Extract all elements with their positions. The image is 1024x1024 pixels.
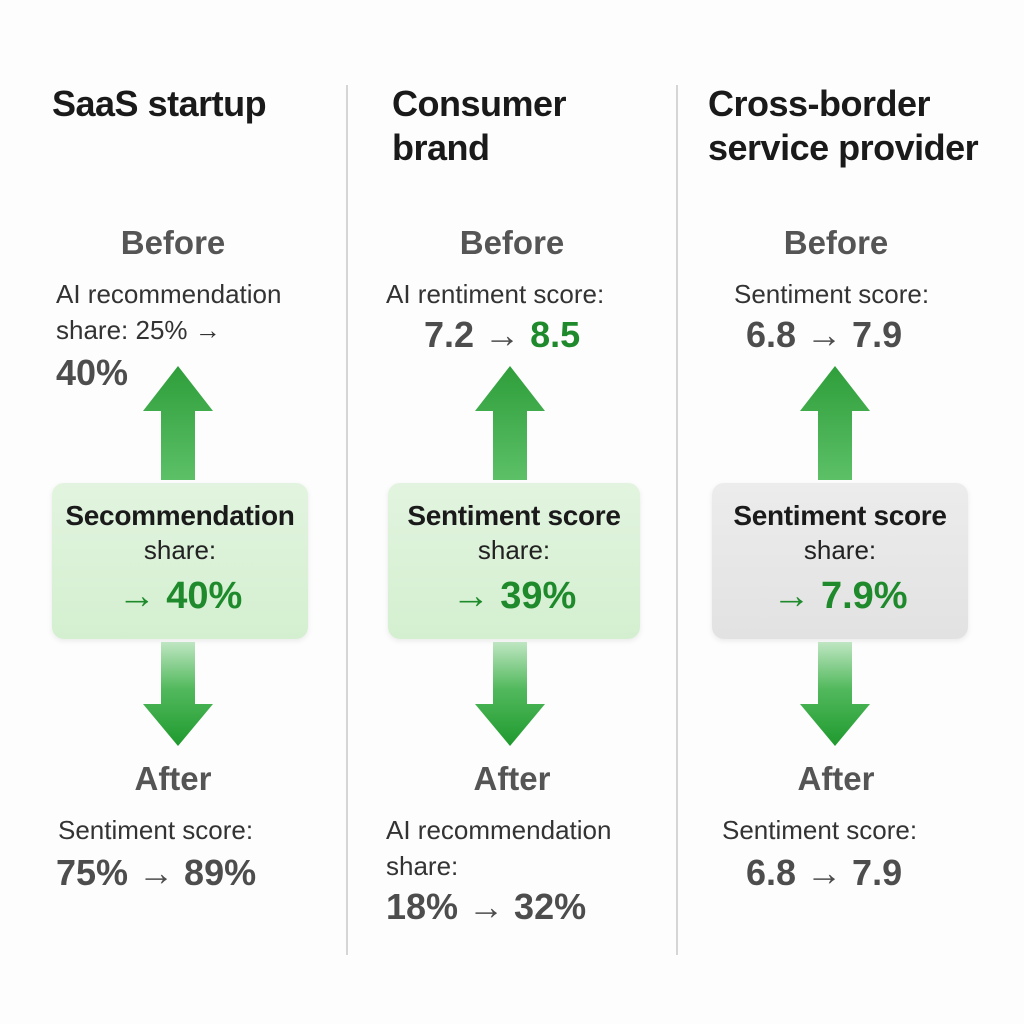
before-label: Before bbox=[120, 224, 226, 261]
before-metric-number: 6.8 → 7.9 bbox=[746, 314, 903, 355]
column-saas-startup: SaaS startup Before AI recommendation sh… bbox=[0, 0, 346, 1024]
after-metric-value: 18% → 32% bbox=[386, 886, 587, 927]
after-metric-label: Sentiment score: bbox=[58, 815, 254, 845]
before-metric-number: 40% bbox=[56, 352, 129, 393]
arrow-up-icon bbox=[143, 366, 213, 480]
arrow-up-icon bbox=[800, 366, 870, 480]
metric-card: Sentiment score share: → 39% bbox=[388, 483, 640, 639]
arrow-down-icon bbox=[475, 642, 545, 746]
after-metric-label: Sentiment score: bbox=[722, 815, 918, 845]
before-label: Before bbox=[783, 224, 889, 261]
card-subtitle: share: bbox=[803, 535, 877, 565]
before-label: Before bbox=[459, 224, 565, 261]
arrow-down-icon bbox=[143, 642, 213, 746]
column-cross-border-service-provider: Cross-border service provider Before Sen… bbox=[678, 0, 1024, 1024]
metric-card: Sentiment score share: → 7.9% bbox=[712, 483, 968, 639]
card-subtitle: share: bbox=[143, 535, 217, 565]
arrow-up-icon bbox=[475, 366, 545, 480]
metric-card: Secommendation share: → 40% bbox=[52, 483, 308, 639]
before-metric-label: AI rentiment score: bbox=[386, 279, 605, 309]
before-metric-value: 6.8 → 7.9 bbox=[746, 314, 902, 356]
card-title: Sentiment score bbox=[733, 500, 947, 531]
column-divider-1 bbox=[346, 85, 348, 955]
arrow-down-icon bbox=[800, 642, 870, 746]
before-metric-label: AI recommendation share: 25% → bbox=[56, 279, 282, 345]
before-metric-label: Sentiment score: bbox=[734, 279, 930, 309]
card-value: → 39% bbox=[451, 575, 577, 617]
column-title: SaaS startup bbox=[52, 83, 267, 124]
card-value: → 7.9% bbox=[772, 575, 908, 617]
card-subtitle: share: bbox=[477, 535, 551, 565]
after-metric-value: 6.8 → 7.9 bbox=[746, 852, 903, 893]
after-label: After bbox=[797, 760, 875, 797]
after-label: After bbox=[134, 760, 212, 797]
before-metric-value: 7.2 → 8.5 bbox=[424, 314, 580, 356]
after-metric-value: 75% → 89% bbox=[56, 852, 257, 893]
before-metric-number: 7.2 → bbox=[424, 314, 531, 355]
before-metric-highlight: 8.5 bbox=[530, 314, 581, 355]
column-title: Consumer brand bbox=[392, 83, 567, 168]
card-value: → 40% bbox=[117, 575, 243, 617]
card-title: Sentiment score bbox=[407, 500, 621, 531]
before-metric-value: 40% bbox=[56, 352, 128, 394]
column-divider-2 bbox=[676, 85, 678, 955]
card-title: Secommendation bbox=[65, 500, 295, 531]
column-title: Cross-border service provider bbox=[708, 83, 979, 168]
after-metric-label: AI recommendation share: bbox=[386, 815, 612, 881]
after-label: After bbox=[473, 760, 551, 797]
column-consumer-brand: Consumer brand Before AI rentiment score… bbox=[348, 0, 676, 1024]
